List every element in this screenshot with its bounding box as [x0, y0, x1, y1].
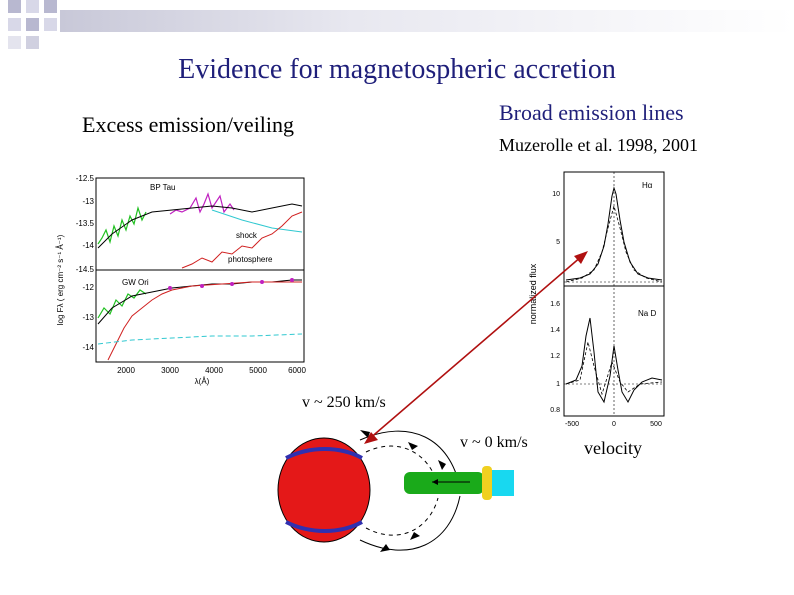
decor-square	[44, 0, 57, 13]
tick-label: 1.4	[550, 327, 560, 334]
tick-label: 4000	[205, 366, 223, 375]
nad-model	[565, 341, 663, 396]
tick-label: 5000	[249, 366, 267, 375]
header-gradient-bar	[60, 10, 794, 32]
spectrum-red-bottom	[107, 281, 302, 361]
spectra-xlabel: λ(Å)	[195, 377, 210, 386]
tick-label: -500	[565, 421, 579, 428]
halpha-profile	[565, 186, 663, 281]
decor-square	[44, 18, 57, 31]
left-heading: Excess emission/veiling	[82, 112, 295, 137]
tick-label: -13	[82, 313, 94, 322]
velocity-axis-label: velocity	[584, 438, 642, 458]
nad-label: Na D	[638, 309, 656, 318]
shock-label: shock	[236, 231, 258, 240]
decor-square	[8, 18, 21, 31]
nad-profile	[565, 317, 663, 404]
right-heading: Broad emission lines	[499, 100, 684, 125]
profile-ylabel: normalized flux	[528, 263, 538, 324]
accretion-diagram	[277, 430, 514, 552]
halpha-model	[565, 204, 663, 283]
tick-label: 3000	[161, 366, 179, 375]
star-body	[277, 437, 371, 543]
spectrum-green-top	[97, 205, 147, 245]
citation: Muzerolle et al. 1998, 2001	[499, 135, 698, 155]
tick-label: 5	[556, 239, 560, 246]
halpha-label: Hα	[642, 181, 653, 190]
star-label-top: BP Tau	[150, 183, 176, 192]
spectra-ylabel: log Fλ ( erg cm⁻² s⁻¹ Å⁻¹)	[56, 234, 65, 325]
tick-label: -14	[82, 241, 94, 250]
tick-label: 1	[556, 381, 560, 388]
tick-label: 0.8	[550, 407, 560, 414]
spectra-plot: log Fλ ( erg cm⁻² s⁻¹ Å⁻¹) -12.5 -13 -13…	[56, 174, 306, 386]
line-profile-plot: normalized flux 10 5 1.6 1.4 1.2 1 0.8 -…	[528, 171, 665, 428]
tick-label: 500	[650, 421, 662, 428]
disk-green	[404, 472, 484, 494]
decor-square	[8, 36, 21, 49]
disk-cyan	[492, 470, 514, 496]
shock-curve	[211, 209, 303, 233]
tick-label: 1.2	[550, 353, 560, 360]
tick-label: 10	[552, 191, 560, 198]
photosphere-curve	[181, 211, 303, 269]
decor-square	[8, 0, 21, 13]
tick-label: 6000	[288, 366, 306, 375]
slide-title: Evidence for magnetospheric accretion	[178, 54, 616, 85]
tick-label: -14	[82, 343, 94, 352]
accretion-band-top	[285, 447, 363, 460]
tick-label: -12	[82, 283, 94, 292]
spectrum-cyan-bottom	[97, 333, 303, 345]
tick-label: 2000	[117, 366, 135, 375]
tick-label: 1.6	[550, 301, 560, 308]
velocity-0-label: v ~ 0 km/s	[460, 434, 528, 451]
decor-square	[26, 18, 39, 31]
accretion-band-bottom	[285, 520, 363, 533]
correspondence-arrow	[364, 251, 588, 444]
velocity-250-label: v ~ 250 km/s	[302, 394, 386, 411]
spectrum-magenta-top	[169, 192, 235, 215]
disk-yellow	[482, 466, 492, 500]
tick-label: -13	[82, 197, 94, 206]
spectrum-green-bottom	[97, 289, 147, 319]
tick-label: 0	[612, 421, 616, 428]
decor-square	[26, 0, 39, 13]
photosphere-label: photosphere	[228, 255, 273, 264]
tick-label: -13.5	[76, 219, 95, 228]
decor-square	[26, 36, 39, 49]
spectrum-black-top	[97, 203, 303, 249]
tick-label: -14.5	[76, 265, 95, 274]
star-label-bottom: GW Ori	[122, 278, 149, 287]
tick-label: -12.5	[76, 174, 95, 183]
